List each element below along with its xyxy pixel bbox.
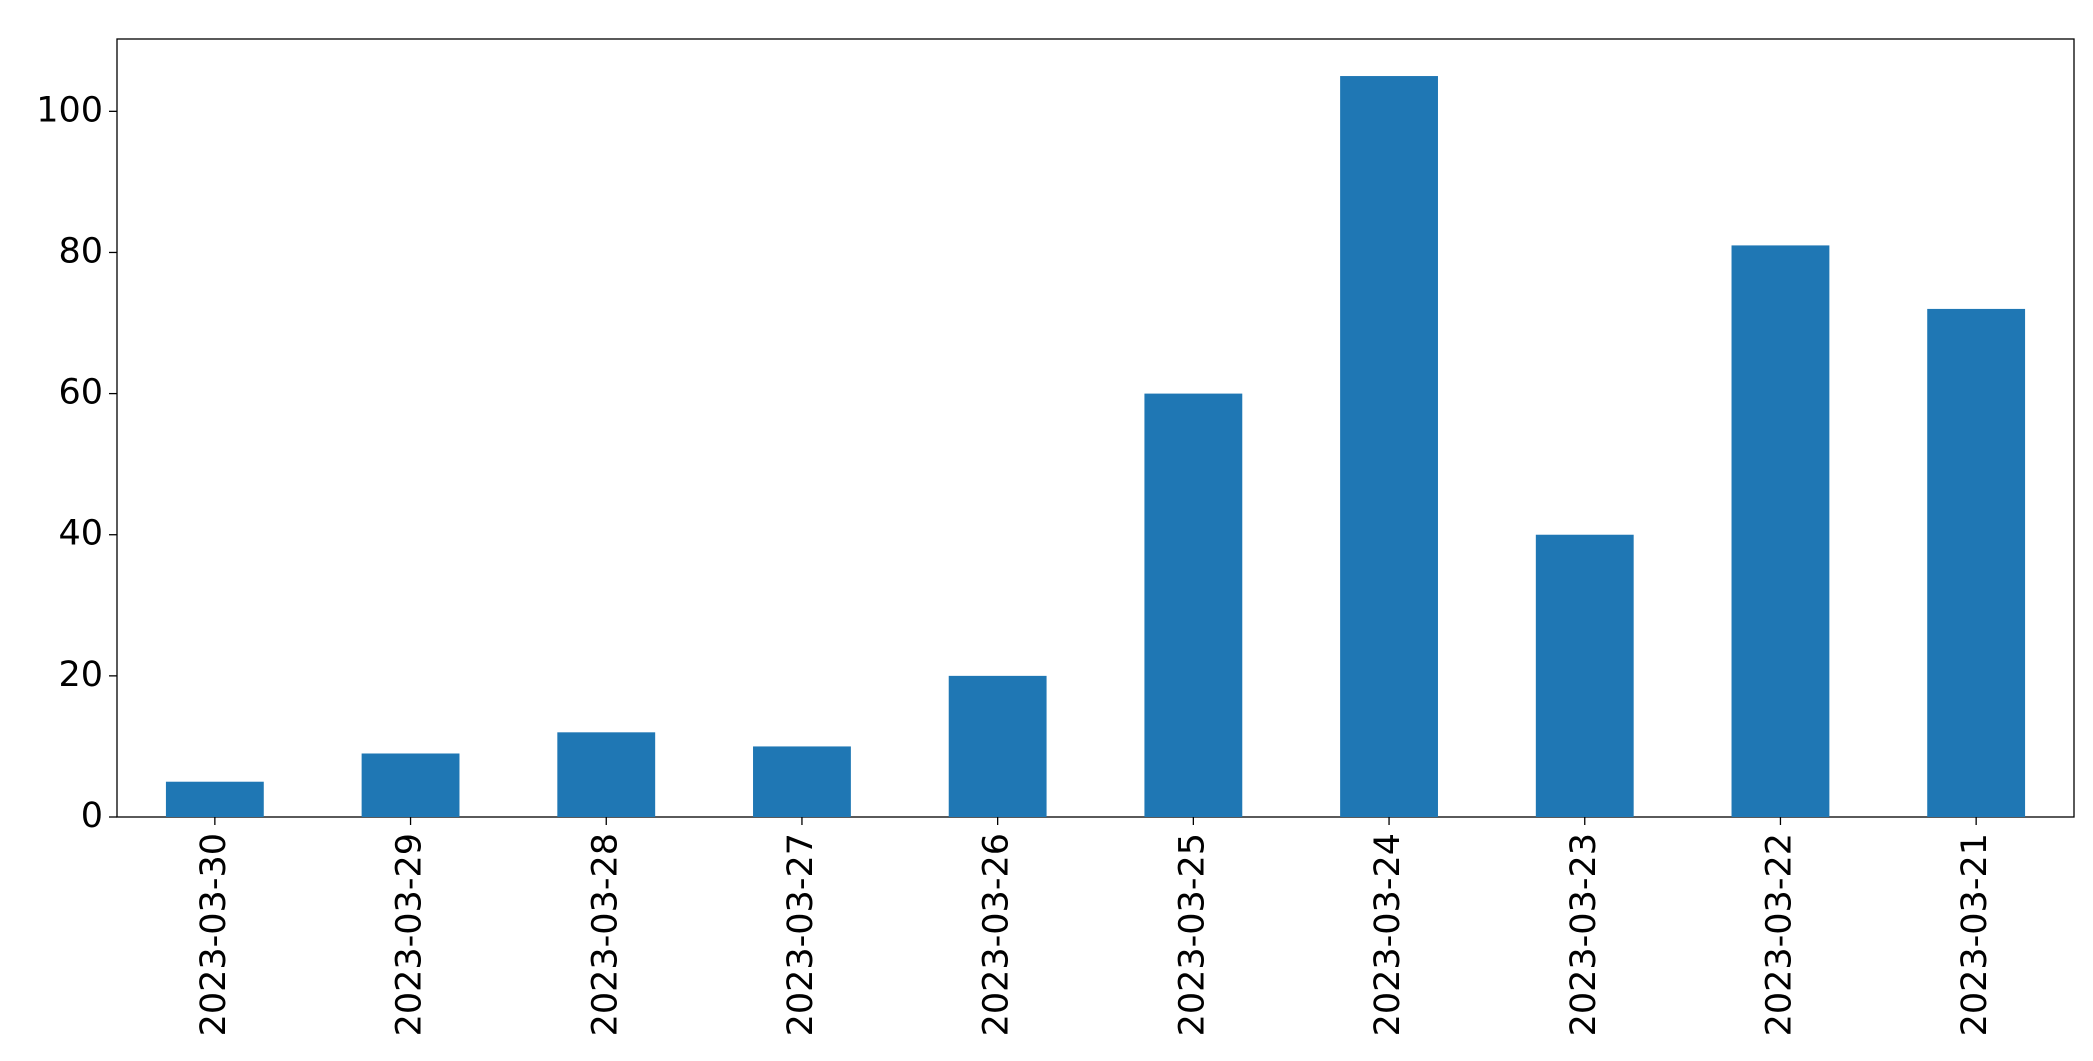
y-tick-label: 20	[58, 655, 103, 695]
plot-frame	[116, 38, 2075, 818]
bar	[1144, 393, 1243, 817]
x-tick-label: 2023-03-30	[194, 833, 234, 1036]
bar	[1927, 308, 2026, 817]
x-tick-label: 2023-03-22	[1759, 833, 1799, 1036]
x-tick-label: 2023-03-26	[977, 833, 1017, 1036]
x-tick-label: 2023-03-28	[585, 833, 625, 1036]
x-tick-label: 2023-03-21	[1955, 833, 1995, 1036]
y-tick-label: 0	[81, 796, 103, 836]
x-tick-label: 2023-03-25	[1172, 833, 1212, 1036]
bar	[1340, 76, 1438, 818]
x-tick-label: 2023-03-23	[1564, 833, 1604, 1036]
y-tick-label: 80	[58, 231, 103, 271]
x-tick-label: 2023-03-24	[1368, 833, 1408, 1036]
bar	[361, 753, 460, 817]
bar	[1731, 245, 1830, 818]
bar	[1535, 534, 1634, 817]
bar	[165, 781, 264, 817]
y-tick-label: 100	[36, 90, 103, 130]
bar	[557, 732, 656, 817]
y-tick-label: 60	[58, 373, 103, 413]
x-tick-label: 2023-03-27	[781, 833, 821, 1036]
bar	[753, 746, 851, 817]
bar	[948, 675, 1047, 817]
x-tick-label: 2023-03-29	[390, 833, 430, 1036]
y-tick-label: 40	[58, 514, 103, 554]
